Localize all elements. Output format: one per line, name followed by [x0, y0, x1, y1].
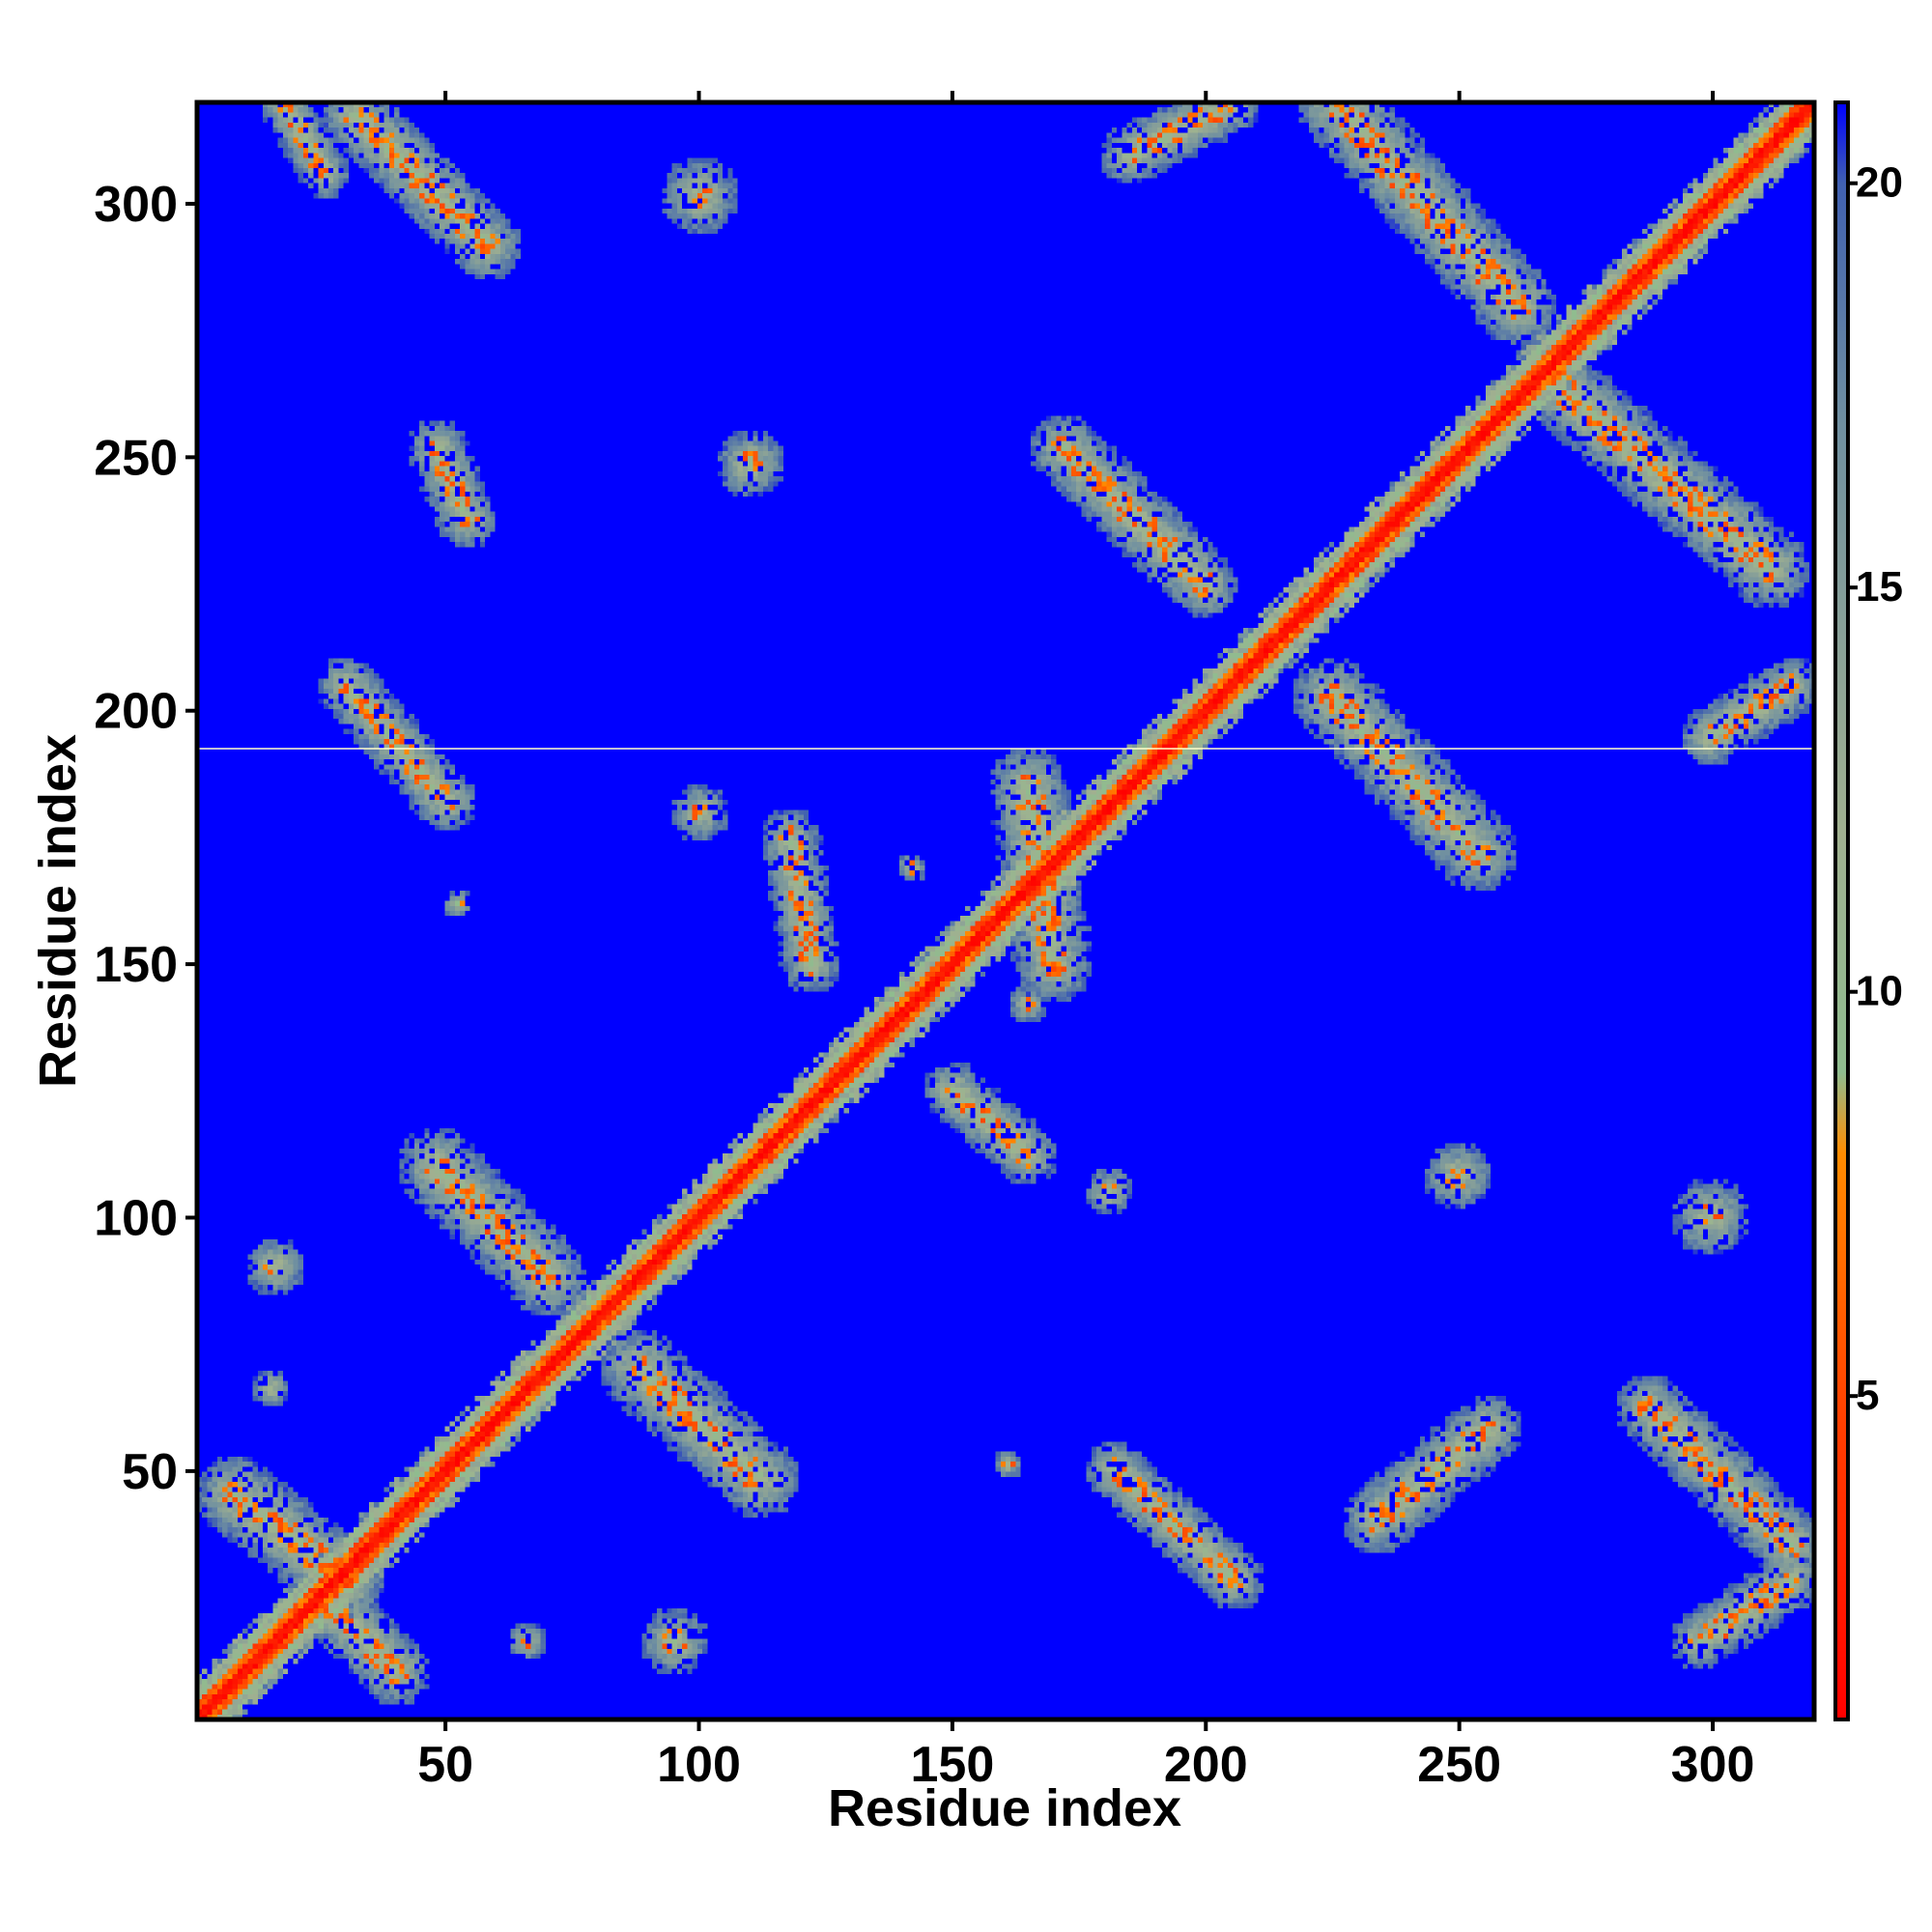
- heatmap-image: [197, 102, 1814, 1719]
- y-tick-label: 200: [94, 684, 178, 740]
- y-tick-label: 100: [94, 1190, 178, 1246]
- colorbar: 5 10 15 20: [1833, 100, 1903, 1721]
- y-tick-label: 50: [122, 1444, 178, 1500]
- y-axis: 50 100 150 200 250 300: [94, 177, 197, 1500]
- colorbar-tick-label: 15: [1856, 563, 1903, 611]
- x-axis: 50 100 150 200 250 300: [417, 91, 1754, 1793]
- heatmap-cells: [197, 102, 1814, 1719]
- colorbar-tick-label: 20: [1856, 159, 1903, 207]
- y-axis-title: Residue index: [29, 734, 87, 1088]
- colorbar-gradient: [1835, 102, 1848, 1719]
- x-tick-label: 150: [911, 1737, 995, 1793]
- colorbar-tick-label: 5: [1856, 1372, 1879, 1419]
- colorbar-frame: [1833, 100, 1850, 1721]
- y-tick-label: 250: [94, 430, 178, 486]
- plot-frame: [194, 99, 1817, 1722]
- x-tick-label: 50: [417, 1737, 473, 1793]
- y-tick-label: 150: [94, 937, 178, 993]
- x-tick-label: 100: [657, 1737, 741, 1793]
- y-tick-label: 300: [94, 177, 178, 233]
- x-axis-title: Residue index: [828, 1779, 1181, 1837]
- x-tick-label: 200: [1164, 1737, 1248, 1793]
- x-tick-label: 300: [1671, 1737, 1755, 1793]
- x-tick-label: 250: [1417, 1737, 1501, 1793]
- colorbar-tick-label: 10: [1856, 968, 1903, 1015]
